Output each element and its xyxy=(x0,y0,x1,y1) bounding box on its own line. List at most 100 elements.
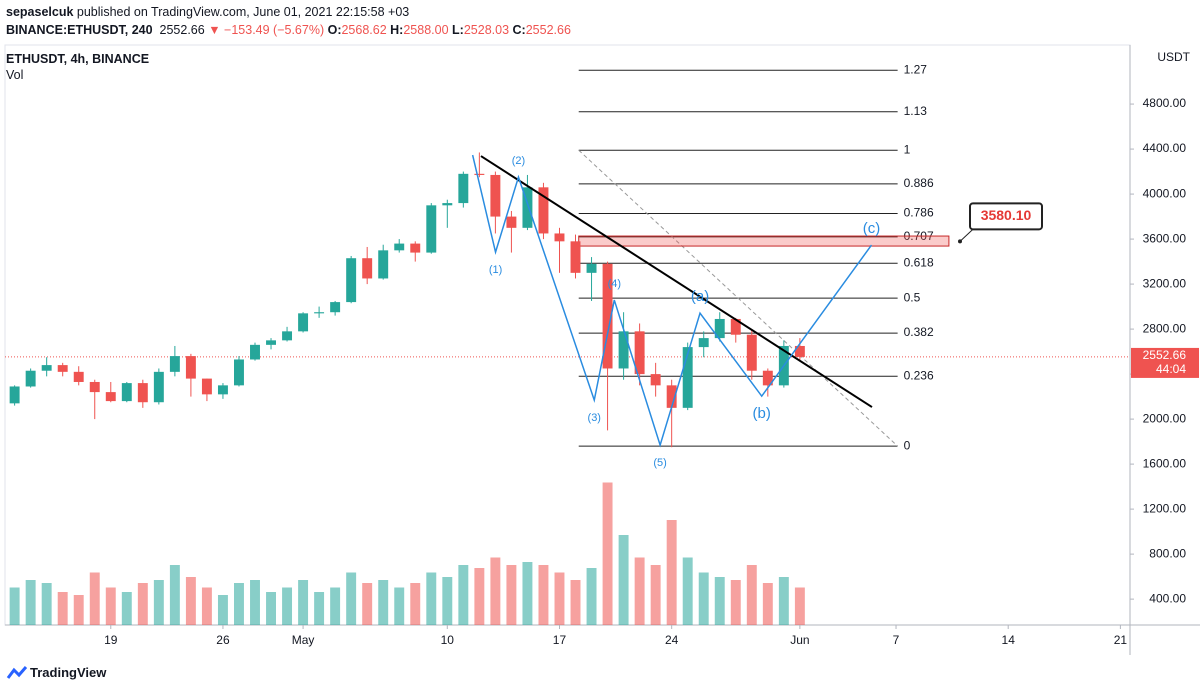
volume-bar xyxy=(394,587,405,625)
candle-body xyxy=(234,359,244,386)
volume-bar xyxy=(442,577,453,625)
currency: USDT xyxy=(1157,50,1190,64)
published: published on TradingView.com, June 01, 2… xyxy=(76,5,410,19)
candle-body xyxy=(474,173,485,175)
y-tick-label: 2800.00 xyxy=(1143,321,1187,335)
y-tick-label: 4800.00 xyxy=(1143,96,1187,110)
candle-body xyxy=(217,385,228,395)
candle-body xyxy=(9,386,20,404)
candle-body xyxy=(314,312,325,314)
volume-bar xyxy=(506,565,517,625)
callout-label: 3580.10 xyxy=(981,207,1032,223)
volume-bar xyxy=(25,580,36,625)
volume-bar xyxy=(105,587,116,625)
symbol: BINANCE:ETHUSDT, 240 xyxy=(6,23,153,37)
volume-bar xyxy=(730,580,741,625)
candle-body xyxy=(618,331,629,369)
footer-brand: TradingView xyxy=(30,665,107,680)
callout-box xyxy=(969,202,1043,231)
volume-bar xyxy=(586,568,597,625)
volume-bar xyxy=(314,592,325,625)
candle-body xyxy=(570,241,581,273)
volume-bar xyxy=(458,565,469,625)
ohlc-item: 2568.62 xyxy=(341,23,387,37)
y-tick-label: 2000.00 xyxy=(1143,411,1187,425)
volume-bar xyxy=(410,583,421,625)
volume-bar xyxy=(266,592,276,625)
fib-diagonal xyxy=(578,149,898,447)
candle-body xyxy=(298,313,309,332)
wave-label: (1) xyxy=(489,264,502,276)
candle-body xyxy=(650,374,661,386)
volume-bar xyxy=(41,583,52,625)
ohlc: O:2568.62 H:2588.00 L:2528.03 C:2552.66 xyxy=(328,23,571,37)
candle-body xyxy=(57,365,68,372)
volume-bar xyxy=(57,592,68,625)
x-tick-label: 19 xyxy=(104,633,118,647)
fib-label: 1 xyxy=(904,142,911,156)
volume-bar xyxy=(330,587,341,625)
candle-body xyxy=(426,205,437,253)
candle-body xyxy=(121,383,132,402)
candle-body xyxy=(137,383,148,403)
volume-bar xyxy=(378,580,389,625)
candle-body xyxy=(490,174,501,217)
candle-body xyxy=(105,392,116,402)
candle-body xyxy=(698,338,709,348)
volume-bar xyxy=(250,580,260,625)
wave-label: (4) xyxy=(608,278,621,290)
candle-body xyxy=(89,381,100,393)
fib-label: 0.382 xyxy=(904,325,934,339)
ohlc-item: 2552.66 xyxy=(525,23,571,37)
fib-label: 0.618 xyxy=(904,255,934,269)
volume-bar xyxy=(185,577,196,625)
candle-body xyxy=(602,263,613,369)
candle-body xyxy=(506,216,517,228)
volume-bar xyxy=(426,572,437,625)
candle-body xyxy=(169,356,180,372)
trendline xyxy=(480,155,873,408)
last-price-box xyxy=(1131,347,1199,378)
resistance-zone xyxy=(578,235,950,247)
x-tick-label: May xyxy=(292,633,315,647)
candle-body xyxy=(41,365,52,371)
candle-body xyxy=(458,173,469,204)
candle-body xyxy=(586,263,597,273)
volume-bar xyxy=(137,583,148,625)
candle-body xyxy=(714,318,725,339)
x-tick-label: 7 xyxy=(893,633,900,647)
author: sepaselcuk xyxy=(6,5,74,19)
volume-bar xyxy=(121,592,132,625)
volume-bar xyxy=(362,583,373,625)
header-line-1: sepaselcuk published on TradingView.com,… xyxy=(6,5,409,19)
y-tick-label: 800.00 xyxy=(1149,546,1186,560)
x-tick-label: 14 xyxy=(1002,633,1016,647)
candle-body xyxy=(746,334,757,371)
brand-logo xyxy=(6,666,28,679)
volume-bar xyxy=(201,587,212,625)
volume-bar xyxy=(698,572,709,625)
volume-bar xyxy=(346,572,357,625)
wave-label: (5) xyxy=(653,457,666,469)
price: 2552.66 xyxy=(159,23,205,37)
volume-bar xyxy=(666,520,677,625)
candle-body xyxy=(794,345,805,357)
candle-body xyxy=(634,331,645,375)
candle-body xyxy=(153,371,164,403)
wave-label: (c) xyxy=(863,220,881,237)
y-tick-label: 3200.00 xyxy=(1143,276,1187,290)
header-line-2: BINANCE:ETHUSDT, 240 2552.66 ▼ −153.49 (… xyxy=(6,23,571,37)
volume-bar xyxy=(522,562,533,625)
x-tick-label: 24 xyxy=(665,633,679,647)
wave-label: (3) xyxy=(588,412,601,424)
candle-body xyxy=(666,385,677,408)
y-tick-label: 1600.00 xyxy=(1143,456,1187,470)
x-tick-label: 10 xyxy=(441,633,455,647)
volume-bar xyxy=(538,565,549,625)
candle-body xyxy=(522,187,533,228)
candle-body xyxy=(762,370,773,386)
x-tick-label: 17 xyxy=(553,633,567,647)
volume-bar xyxy=(9,587,20,625)
wave-label: (a) xyxy=(691,288,709,305)
volume-bar xyxy=(217,595,228,625)
